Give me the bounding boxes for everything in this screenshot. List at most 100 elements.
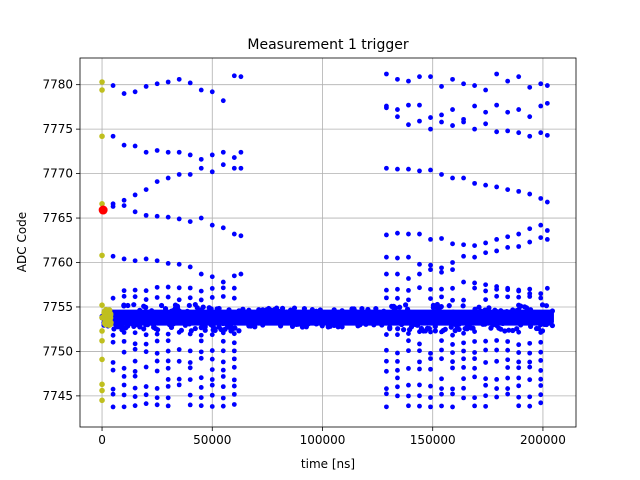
burst-point [154,331,160,337]
sweep-point [220,98,226,104]
start-point [99,381,105,388]
burst-point [439,356,444,362]
band-point [301,306,308,312]
sweep-point [154,148,160,153]
burst-point [505,375,511,381]
sweep-point [483,182,489,188]
plot-background [80,58,576,427]
sweep-point [395,255,400,261]
band-point [137,324,143,330]
band-point [276,308,282,314]
burst-point [132,373,138,379]
sweep-point [527,226,533,232]
sweep-point [516,244,522,249]
sweep-point [406,254,411,260]
sweep-point [417,271,422,277]
sweep-point [220,162,226,168]
burst-point [176,358,182,364]
band-point [170,321,177,327]
burst-point [428,356,433,362]
band-point [264,311,270,317]
burst-point [450,332,455,338]
burst-point [154,358,160,364]
burst-point [110,367,116,373]
band-point [474,314,480,320]
x-tick-label: 100000 [300,433,346,447]
band-point [121,302,127,308]
band-point [389,318,395,324]
band-point [190,316,196,322]
burst-point [220,330,226,336]
burst-point [450,342,455,347]
burst-point [494,347,500,353]
burst-point [472,339,477,344]
burst-point [483,360,489,365]
burst-point [231,391,237,397]
burst-point [231,377,237,383]
band-point [178,313,185,319]
band-point [506,327,512,333]
burst-point [384,332,389,337]
sweep-point [384,71,389,77]
sweep-point [544,100,550,106]
band-point [526,318,532,324]
band-point [234,317,240,323]
sweep-point [209,169,215,175]
burst-point [110,339,116,345]
band-point [135,319,141,325]
burst-point [121,373,127,379]
burst-point [538,358,544,363]
sweep-point [439,269,444,275]
burst-point [417,329,422,335]
band-point [401,327,407,333]
burst-point [121,404,127,410]
band-point [331,307,337,313]
band-point [343,320,349,326]
burst-point [461,340,466,346]
burst-point [483,393,489,399]
band-point [123,316,129,322]
burst-point [494,377,500,382]
burst-point [165,294,171,300]
band-point [190,312,196,318]
sweep-point [544,228,550,233]
band-point [311,317,317,323]
sweep-point [165,260,171,266]
burst-point [527,359,533,365]
burst-point [165,284,171,290]
sweep-point [505,109,511,115]
start-point [99,87,105,93]
burst-point [505,339,511,344]
sweep-point [494,284,500,289]
burst-point [538,295,544,301]
sweep-point [417,74,422,80]
band-point [156,311,163,317]
burst-point [461,297,466,303]
band-point [444,311,450,317]
start-point [99,201,105,207]
sweep-point [231,155,237,160]
burst-point [516,294,522,300]
burst-point [165,403,171,409]
band-point [212,327,218,334]
sweep-point [439,265,444,271]
sweep-point [176,76,182,82]
sweep-point [494,236,500,242]
burst-point [494,293,500,299]
burst-point [505,365,511,370]
band-point [357,322,363,328]
band-point [438,303,444,310]
burst-point [121,330,127,335]
start-cluster-point [101,311,108,318]
axis-ticks: 0 50000 100000 150000 200000 7745 7750 7755 7760… [42,78,565,447]
burst-point [187,348,193,354]
band-point [182,322,188,328]
sweep-point [395,166,400,172]
sweep-point [472,83,477,88]
band-point [537,322,544,328]
burst-point [209,392,215,398]
sweep-point [527,191,533,197]
burst-point [527,394,533,400]
burst-point [494,338,500,343]
burst-point [143,349,149,355]
